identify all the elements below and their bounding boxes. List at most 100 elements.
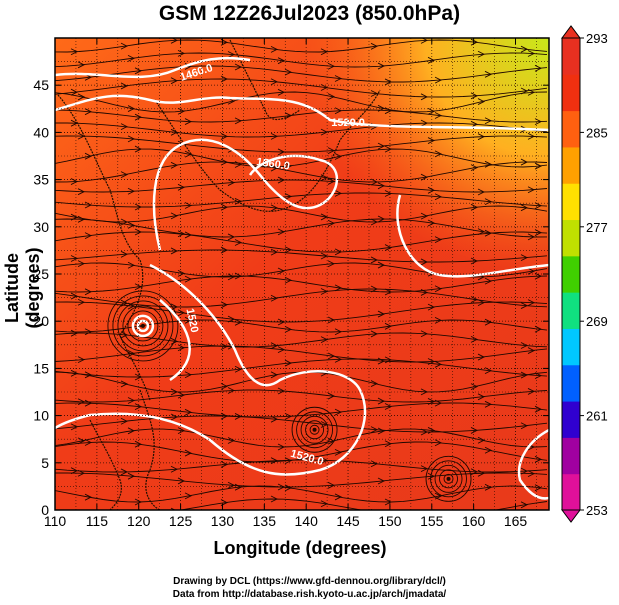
flow-arrow: [470, 120, 479, 128]
vortex-ring: [107, 290, 179, 362]
flow-arrow: [370, 380, 379, 387]
flow-arrow: [377, 427, 386, 435]
flow-arrow: [77, 215, 86, 223]
flow-arrow: [384, 78, 393, 86]
x-tick-label: 120: [127, 513, 151, 529]
x-tick-label: 130: [211, 513, 235, 529]
flow-arrow: [527, 50, 536, 57]
flow-arrow: [120, 123, 129, 131]
colorbar-label: 293: [586, 31, 608, 46]
flow-arrow: [377, 357, 386, 365]
flow-arrow: [277, 443, 286, 451]
flow-arrow: [477, 228, 486, 235]
vortex-ring: [296, 411, 334, 449]
flow-arrow: [527, 267, 536, 275]
flow-arrow: [284, 246, 293, 254]
flow-arrow: [427, 219, 436, 227]
colorbar-label: 253: [586, 503, 608, 518]
flow-arrow: [534, 325, 543, 333]
flow-arrow: [384, 322, 393, 330]
flow-arrow: [534, 272, 543, 280]
flow-arrow: [70, 292, 79, 300]
flow-arrow: [384, 498, 393, 506]
colorbar-segment: [562, 292, 580, 329]
flow-arrow: [470, 468, 479, 476]
height-contour: [55, 263, 367, 476]
x-tick-label: 115: [86, 513, 109, 529]
flow-arrow: [434, 236, 443, 244]
flow-arrow: [477, 299, 486, 307]
flow-arrow: [270, 248, 279, 256]
flow-arrow: [377, 310, 386, 318]
flow-arrow: [277, 228, 286, 236]
y-tick-label: 10: [33, 408, 49, 424]
flow-arrow: [184, 408, 193, 416]
flow-arrow: [127, 221, 136, 229]
flow-arrow: [84, 201, 93, 209]
colorbar-segment: [562, 364, 580, 402]
flow-arrow: [70, 369, 79, 377]
flow-arrow: [134, 145, 143, 153]
y-tick-label: 20: [33, 313, 49, 329]
flow-arrow: [184, 316, 193, 324]
flow-arrow: [77, 260, 86, 268]
colorbar-segment: [562, 110, 580, 148]
flow-arrow: [527, 388, 536, 395]
x-tick-label: 145: [336, 513, 360, 529]
height-contour: [55, 94, 549, 132]
flow-arrow: [127, 54, 136, 62]
flow-arrow: [384, 403, 393, 410]
flow-arrow: [70, 119, 79, 127]
flow-arrow: [484, 160, 493, 168]
flow-arrow: [327, 260, 336, 268]
flow-arrow: [127, 397, 136, 404]
coastline: [57, 94, 151, 401]
flow-arrow: [527, 132, 536, 140]
flow-arrow: [170, 212, 179, 220]
flow-arrow: [334, 355, 343, 363]
flow-arrow: [177, 269, 186, 277]
flow-arrow: [384, 244, 393, 251]
flow-arrow: [534, 64, 543, 72]
flow-arrow: [277, 176, 286, 184]
flow-arrow: [484, 400, 493, 408]
flow-arrow: [220, 412, 229, 420]
flow-arrow: [434, 112, 443, 119]
flow-arrow: [484, 446, 493, 454]
flow-arrow: [420, 119, 429, 127]
x-tick-label: 110: [44, 513, 67, 529]
flow-arrow: [177, 477, 186, 485]
flow-arrow: [434, 399, 443, 407]
vortex-ring: [300, 415, 329, 444]
flow-arrow: [384, 288, 393, 296]
flow-arrow: [270, 371, 279, 379]
cyclone-vortex: [425, 455, 472, 502]
flow-arrow: [520, 45, 529, 53]
y-tick-label: 45: [33, 77, 49, 93]
cyclone-vortex: [291, 406, 338, 453]
vortex-ring: [291, 406, 338, 453]
map-title: GSM 12Z26Jul2023 (850.0hPa): [158, 2, 461, 25]
flow-arrow: [334, 448, 343, 456]
flow-arrow: [220, 75, 229, 83]
flow-arrow: [370, 256, 379, 264]
flow-arrow: [484, 318, 493, 326]
flow-arrow: [534, 202, 543, 210]
flow-arrow: [370, 426, 379, 434]
flow-arrow: [527, 186, 536, 194]
vortex-ring: [305, 420, 325, 440]
flow-arrow: [477, 50, 486, 58]
flow-arrow: [227, 387, 236, 394]
flow-arrow: [377, 62, 386, 70]
flow-arrow: [370, 285, 379, 293]
vortex-ring: [112, 295, 174, 357]
flow-arrow: [520, 342, 529, 349]
flow-arrow: [470, 203, 479, 211]
flow-arrow: [170, 413, 179, 421]
x-tick-label: 150: [378, 513, 402, 529]
colorbar-segment: [562, 437, 580, 475]
flow-arrow: [320, 48, 329, 56]
flow-arrow: [470, 427, 479, 434]
x-tick-label: 160: [462, 513, 486, 529]
flow-arrow: [270, 495, 279, 503]
